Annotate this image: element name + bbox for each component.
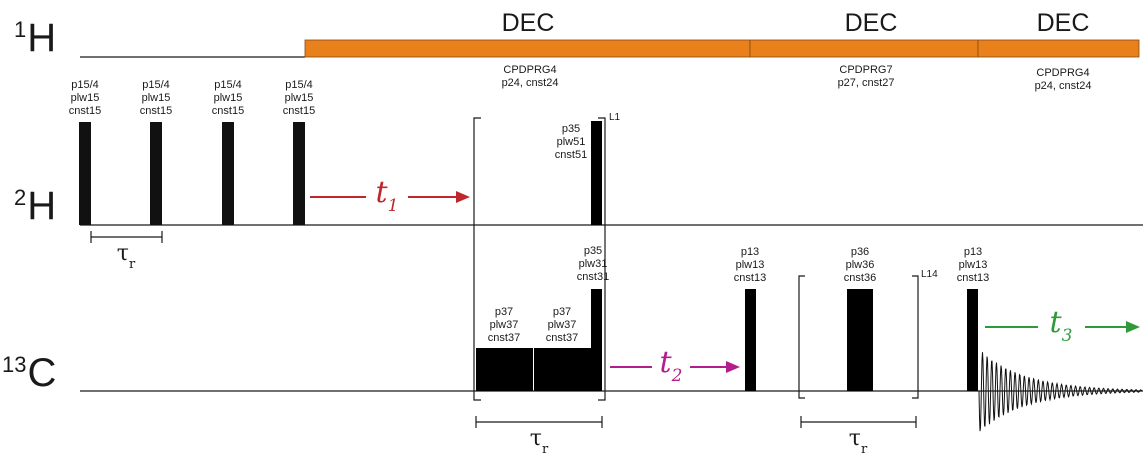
dec-label-3: DEC <box>1036 9 1090 37</box>
c13-cp-label-2: p37 plw37 cnst37 <box>545 306 579 344</box>
h2-pulse-1 <box>79 122 91 225</box>
h2-mixing-pulse-label: p35 plw51 cnst51 <box>554 123 588 161</box>
dec-info-2: CPDPRG7 p27, cnst27 <box>837 64 895 89</box>
c13-p36-label: p36 plw36 cnst36 <box>843 246 877 284</box>
loop-label-l1: L1 <box>609 112 621 123</box>
dec-label-1: DEC <box>501 9 555 37</box>
h2-mixing-pulse <box>591 121 602 225</box>
c13-pulse-p13b <box>967 289 978 391</box>
dec-bar-2 <box>749 39 979 58</box>
tau-label-2: τr <box>529 426 549 458</box>
c13-cp-label-1: p37 plw37 cnst37 <box>487 306 521 344</box>
h2-pulse-2 <box>150 122 162 225</box>
h2-pulse-label-1: p15/4 plw15 cnst15 <box>68 79 102 117</box>
dec-info-1: CPDPRG4 p24, cnst24 <box>501 64 559 89</box>
dec-info-3: CPDPRG4 p24, cnst24 <box>1034 67 1092 92</box>
bracket-l14 <box>798 275 919 399</box>
channel-label-2h: 2H <box>14 184 57 228</box>
bracket-l1 <box>473 117 606 401</box>
c13-cp-block-2 <box>534 348 591 391</box>
h2-pulse-3 <box>222 122 234 225</box>
fid-signal <box>978 352 1143 432</box>
tau-measure-2 <box>475 416 603 428</box>
t2-arrow <box>610 361 740 373</box>
c13-p13b-label: p13 plw13 cnst13 <box>956 246 990 284</box>
h2-pulse-label-3: p15/4 plw15 cnst15 <box>211 79 245 117</box>
c13-pulse-p35 <box>591 289 602 391</box>
t3-label: t3 <box>1049 305 1073 347</box>
t1-label: t1 <box>375 175 399 217</box>
channel-label-13c: 13C <box>2 351 57 395</box>
h2-pulse-label-4: p15/4 plw15 cnst15 <box>282 79 316 117</box>
tau-label-1: τr <box>116 241 136 273</box>
dec-bar-3 <box>977 39 1140 58</box>
t2-label: t2 <box>659 345 683 387</box>
c13-cp-block-1 <box>476 348 533 391</box>
channel-label-1h: 1H <box>14 16 57 60</box>
tau-measure-1 <box>90 231 163 243</box>
c13-pulse-p13a <box>745 289 756 391</box>
h2-pulse-4 <box>293 122 305 225</box>
t1-arrow <box>310 191 470 203</box>
tau-label-3: τr <box>848 426 868 458</box>
dec-bar-1 <box>304 39 751 58</box>
c13-p35-label: p35 plw31 cnst31 <box>576 245 610 283</box>
t3-arrow <box>985 321 1140 333</box>
c13-pulse-p36 <box>847 289 873 391</box>
c13-p13a-label: p13 plw13 cnst13 <box>733 246 767 284</box>
tau-measure-3 <box>800 416 917 428</box>
dec-label-2: DEC <box>844 9 898 37</box>
h2-pulse-label-2: p15/4 plw15 cnst15 <box>139 79 173 117</box>
loop-label-l14: L14 <box>921 269 938 280</box>
